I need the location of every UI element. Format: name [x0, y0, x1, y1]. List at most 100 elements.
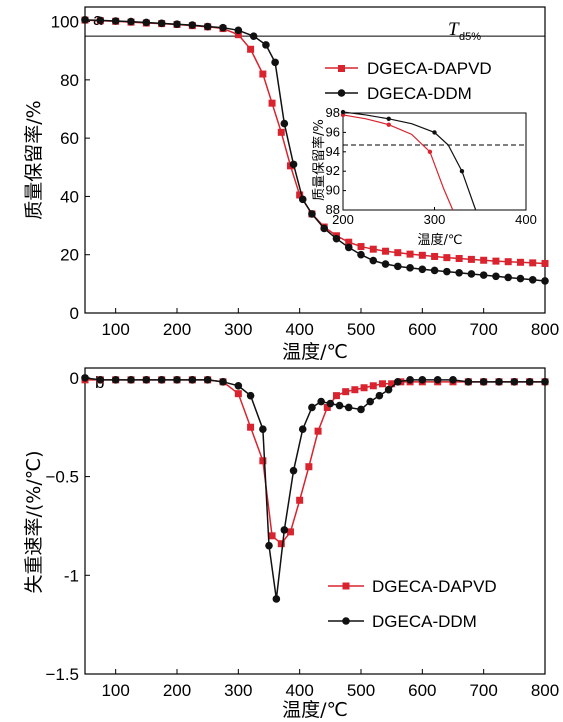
data-point-ddm: [344, 243, 353, 252]
data-point-dapvd: [305, 463, 313, 471]
data-point-ddm: [234, 26, 243, 35]
xtick-label: 300: [424, 212, 446, 227]
data-point-ddm: [381, 260, 390, 268]
panel-a-ylabel: 质量保留率/%: [23, 100, 45, 219]
data-point-dapvd: [314, 427, 322, 435]
data-point-ddm: [142, 18, 151, 27]
xtick-label: 500: [347, 681, 375, 700]
legend-b-label-dapvd: DGECA-DAPVD: [372, 577, 497, 596]
data-point-ddm: [525, 378, 534, 386]
data-point-dapvd: [504, 258, 512, 266]
data-point-dapvd: [268, 99, 276, 107]
data-point-ddm: [81, 16, 89, 24]
data-point-ddm: [298, 195, 307, 204]
panel-b-legend: DGECA-DAPVD DGECA-DDM: [328, 577, 497, 631]
ytick-label: 40: [60, 187, 79, 206]
data-point-ddm: [418, 376, 427, 384]
data-point-ddm: [335, 401, 344, 410]
data-point-dapvd: [296, 191, 304, 199]
xtick-label: 400: [515, 212, 537, 227]
xtick-label: 800: [531, 681, 559, 700]
data-point-ddm: [289, 466, 298, 475]
data-point-dapvd: [357, 243, 365, 251]
panel-b-yticks: −1.5 -1 −0.5 0: [45, 369, 90, 684]
data-point-dapvd: [529, 259, 537, 267]
inset-yticks: 88 90 92 94 96 98: [326, 105, 346, 217]
xtick-label: 700: [469, 681, 497, 700]
data-point-ddm: [443, 267, 451, 276]
inset-chart: 200 300 400 88 90 92 94 96 98 温度/℃ 质量保留率/%: [311, 105, 537, 248]
data-point-ddm: [142, 376, 151, 384]
legend-label-dapvd: DGECA-DAPVD: [367, 59, 492, 78]
data-point-dapvd: [394, 249, 402, 257]
data-point-dapvd: [480, 256, 488, 264]
data-point-ddm: [111, 376, 120, 384]
data-point-dapvd: [378, 380, 386, 388]
xtick-label: 300: [224, 681, 252, 700]
ytick-label: 92: [326, 163, 340, 178]
legend-label-ddm: DGECA-DDM: [367, 84, 472, 103]
xtick-label: 500: [347, 320, 375, 339]
ytick-label: 60: [60, 129, 79, 148]
legend-b-marker-dapvd: [342, 582, 350, 590]
data-point-dapvd: [345, 238, 353, 246]
data-point-dapvd: [247, 45, 255, 53]
data-point-ddm: [464, 378, 473, 386]
data-point-dapvd: [388, 380, 396, 388]
inset-ylabel: 质量保留率/%: [311, 119, 327, 201]
xtick-label: 400: [285, 681, 313, 700]
data-point-ddm: [127, 376, 135, 384]
xtick-label: 100: [101, 320, 129, 339]
data-point-ddm: [394, 262, 402, 271]
data-point-ddm: [344, 403, 353, 412]
data-point-ddm: [298, 425, 307, 434]
xtick-label: 600: [408, 320, 436, 339]
ytick-label: 20: [60, 246, 79, 265]
data-point-ddm: [308, 210, 316, 218]
data-point-ddm: [449, 376, 457, 384]
data-point-ddm: [265, 541, 273, 550]
data-point-ddm: [394, 378, 402, 386]
xtick-label: 300: [224, 320, 252, 339]
data-point-dapvd: [259, 457, 267, 465]
data-point-dapvd: [443, 254, 451, 262]
data-point-ddm: [234, 381, 243, 390]
ytick-label: 100: [51, 13, 79, 32]
data-point-ddm: [516, 274, 525, 283]
data-point-dapvd: [277, 540, 285, 548]
ytick-label: 94: [326, 144, 340, 159]
data-point-ddm: [510, 378, 519, 386]
data-point-ddm: [280, 119, 289, 128]
data-point-ddm: [111, 17, 120, 25]
data-point-dapvd: [296, 496, 304, 504]
data-point-ddm: [81, 374, 89, 382]
data-point-ddm: [495, 378, 503, 386]
data-point-ddm: [326, 399, 335, 408]
data-point-ddm: [455, 268, 463, 277]
xtick-label: 100: [101, 681, 129, 700]
xtick-label: 800: [531, 320, 559, 339]
data-point-ddm: [479, 271, 488, 279]
data-point-ddm: [157, 376, 166, 384]
ytick-label: 80: [60, 71, 79, 90]
data-point-ddm: [280, 526, 289, 534]
inset-series: [340, 109, 477, 211]
ytick-label: 0: [70, 369, 79, 388]
data-point-ddm: [308, 403, 316, 412]
data-point-dapvd: [492, 257, 500, 265]
xtick-label: 200: [163, 320, 191, 339]
panel-a-series: [81, 16, 549, 285]
data-point-ddm: [406, 264, 414, 272]
data-point-dapvd: [259, 70, 267, 78]
inset-xlabel: 温度/℃: [418, 232, 463, 248]
data-point-ddm: [528, 275, 537, 284]
data-point-ddm: [541, 277, 549, 285]
ytick-label: −0.5: [45, 468, 79, 487]
ytick-label: 88: [326, 202, 340, 217]
data-point-ddm: [406, 376, 414, 384]
xtick-label: 200: [163, 681, 191, 700]
data-point-ddm: [418, 265, 427, 274]
data-point-ddm: [96, 16, 105, 25]
